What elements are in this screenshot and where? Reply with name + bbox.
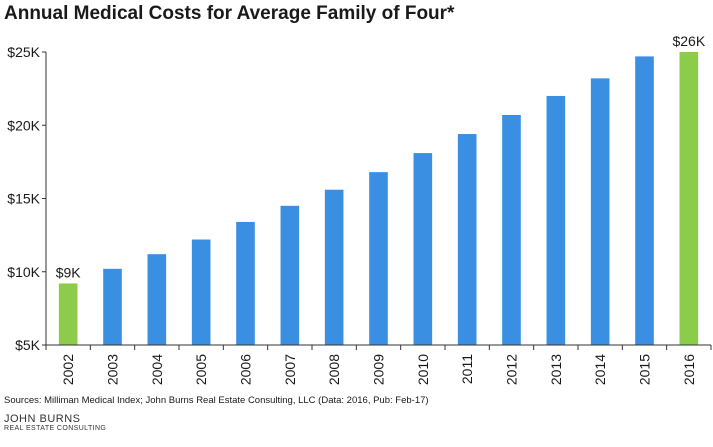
bar bbox=[324, 189, 344, 345]
x-tick-label: 2014 bbox=[592, 354, 608, 385]
bar bbox=[147, 254, 167, 345]
chart-title: Annual Medical Costs for Average Family … bbox=[4, 3, 455, 24]
bar bbox=[546, 95, 566, 345]
x-tick-label: 2015 bbox=[637, 354, 653, 385]
bar bbox=[679, 52, 699, 345]
data-label: $9K bbox=[56, 264, 82, 280]
data-labels: $9K $26K bbox=[56, 33, 706, 280]
x-tick-label: 2012 bbox=[504, 354, 520, 385]
x-tick-label: 2006 bbox=[238, 354, 254, 385]
bar bbox=[457, 134, 477, 345]
bars bbox=[58, 52, 699, 346]
x-tick-label: 2011 bbox=[459, 354, 475, 384]
bar bbox=[280, 205, 300, 345]
x-tick-label: 2016 bbox=[681, 354, 697, 385]
x-tick-label: 2004 bbox=[149, 354, 165, 385]
y-tick-label: $10K bbox=[7, 264, 40, 280]
company-logo: JOHN BURNS REAL ESTATE CONSULTING bbox=[4, 413, 106, 432]
y-tick-label: $15K bbox=[7, 191, 40, 207]
bar bbox=[369, 172, 388, 345]
bar bbox=[236, 221, 255, 345]
x-axis: 2002 2003 2004 2005 2006 2007 2008 2009 2010 2011… bbox=[45, 344, 712, 385]
x-tick-label: 2007 bbox=[282, 354, 298, 385]
y-tick-label: $20K bbox=[7, 117, 40, 133]
logo-main-text: JOHN BURNS bbox=[4, 413, 81, 425]
bar bbox=[58, 283, 78, 345]
y-tick-label: $25K bbox=[7, 44, 40, 60]
x-tick-label: 2013 bbox=[548, 354, 564, 385]
x-tick-label: 2005 bbox=[193, 354, 209, 385]
y-axis: $5K $10K $15K $20K $25K bbox=[7, 44, 47, 353]
bar bbox=[413, 153, 433, 345]
x-tick-label: 2009 bbox=[371, 354, 387, 385]
bar bbox=[103, 268, 122, 345]
x-tick-label: 2002 bbox=[60, 354, 76, 385]
sources-note: Sources: Milliman Medical Index; John Bu… bbox=[4, 395, 429, 406]
bar bbox=[502, 114, 521, 346]
bar bbox=[191, 239, 211, 345]
x-tick-label: 2003 bbox=[105, 354, 121, 385]
y-tick-label: $5K bbox=[15, 337, 41, 353]
bar bbox=[635, 56, 654, 346]
logo-sub-text: REAL ESTATE CONSULTING bbox=[4, 425, 107, 432]
data-label: $26K bbox=[672, 33, 705, 49]
bar bbox=[590, 78, 610, 346]
x-tick-label: 2008 bbox=[326, 354, 342, 385]
x-tick-label: 2010 bbox=[415, 354, 431, 385]
